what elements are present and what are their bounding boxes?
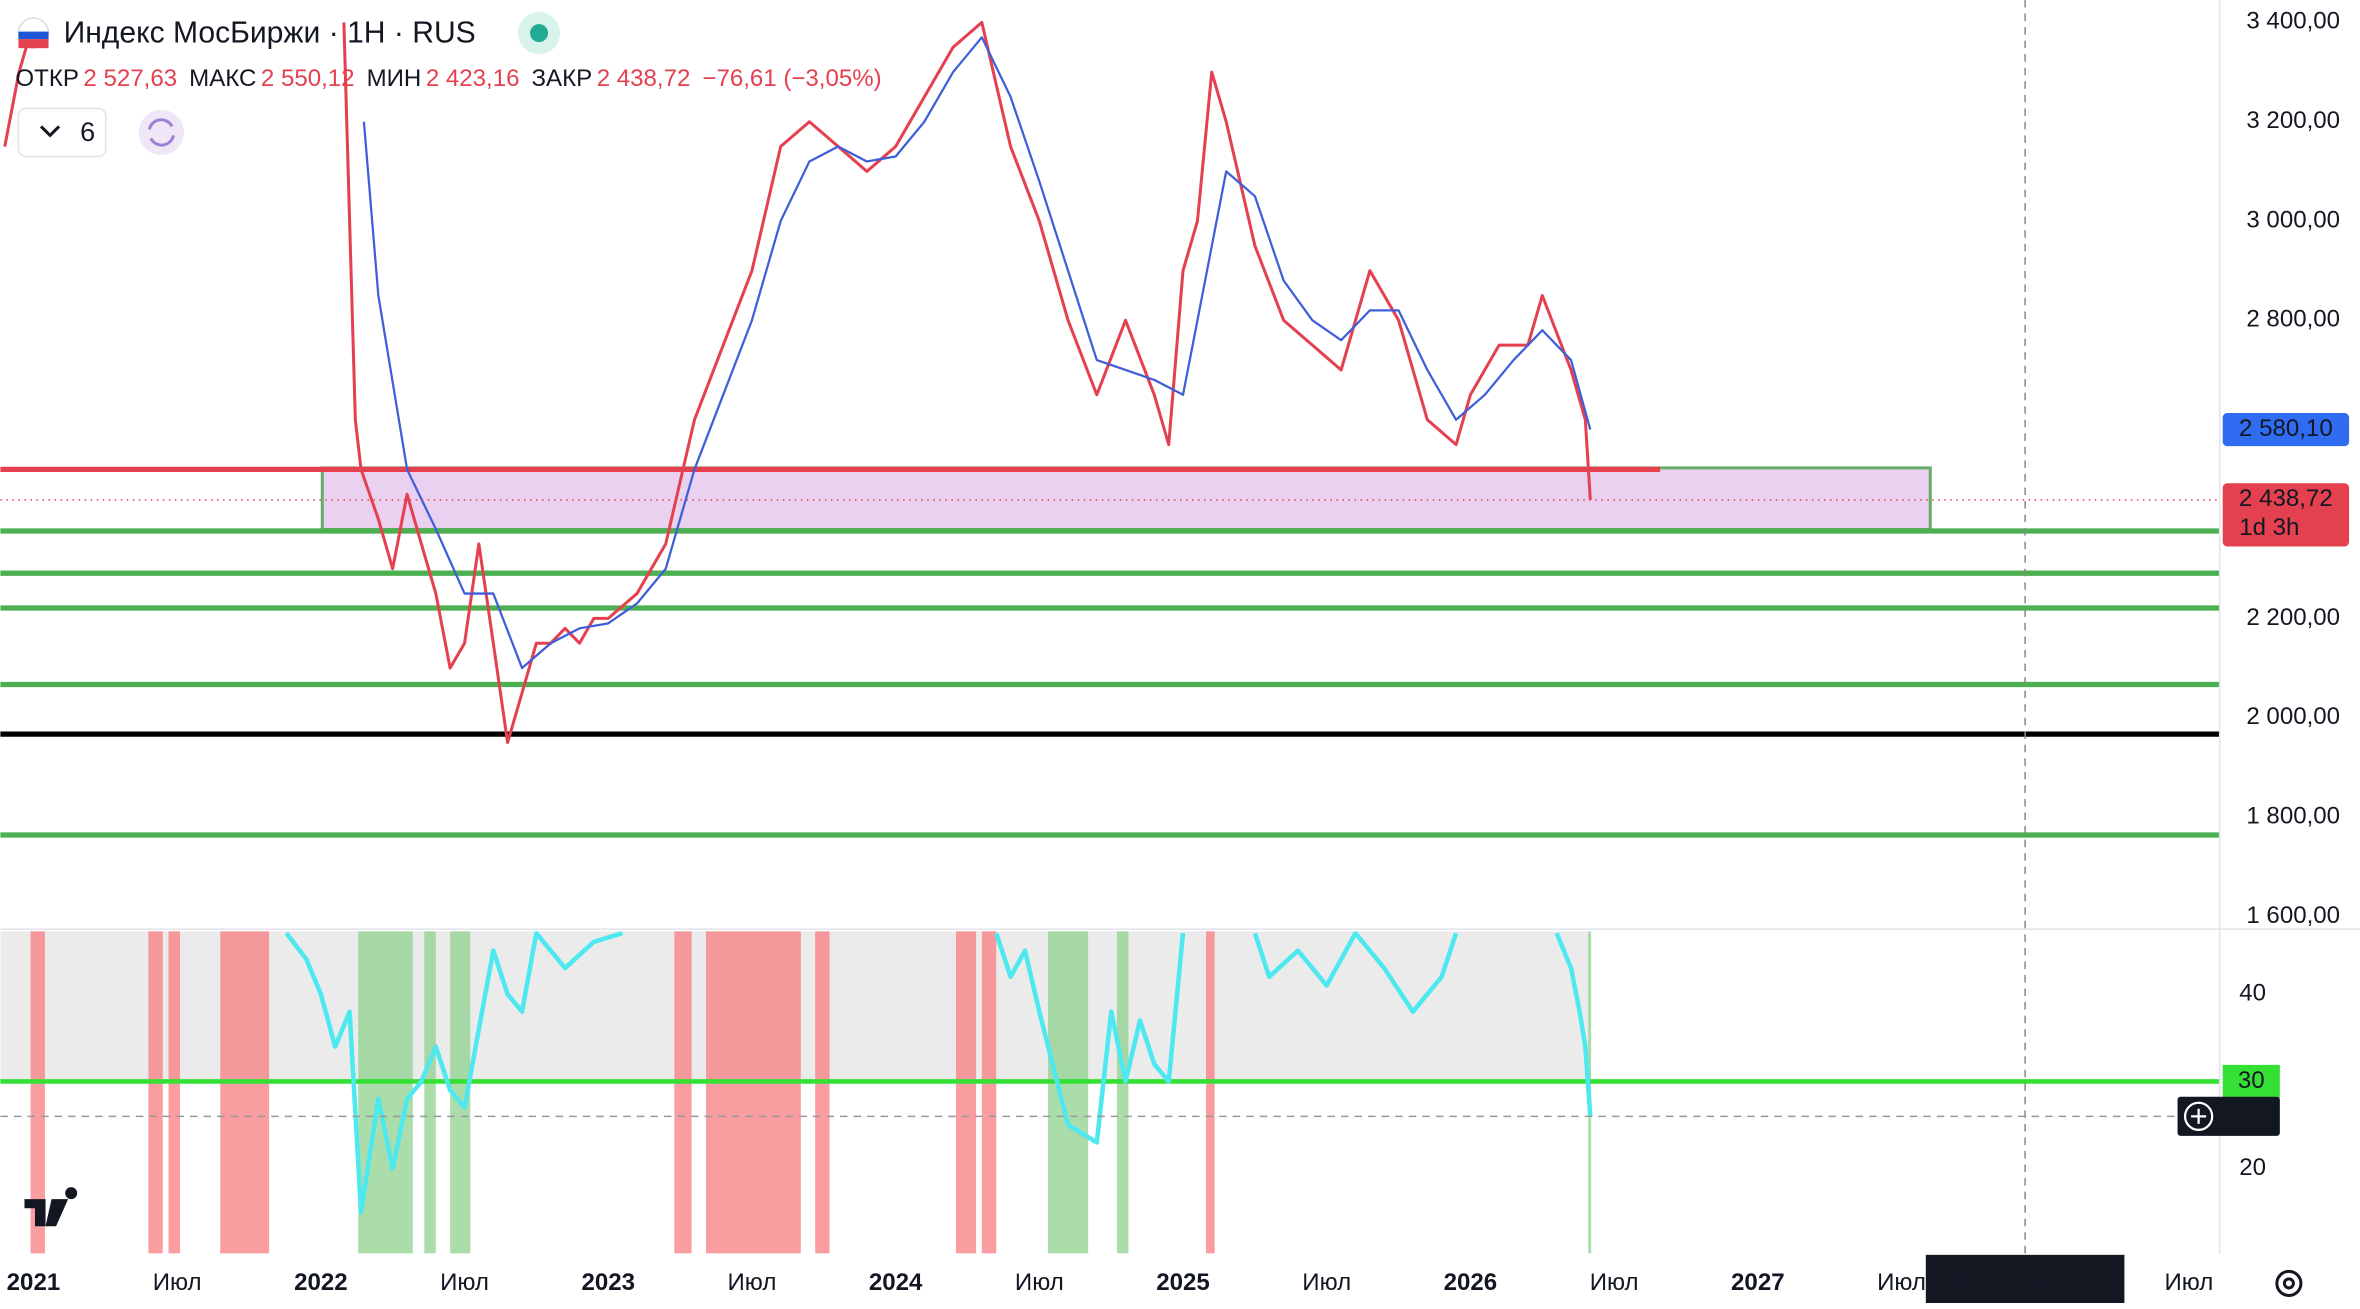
y-tick-label: 1 800,00	[2246, 802, 2340, 829]
x-tick-label: 2025	[1156, 1269, 1210, 1296]
signal-band	[220, 931, 270, 1254]
crosshair-date-badge	[1925, 1254, 2125, 1303]
y-tick-label: 2 800,00	[2246, 306, 2340, 333]
refresh-button[interactable]	[138, 109, 184, 155]
indicator-value-badge	[2177, 1096, 2280, 1136]
support-zone	[320, 466, 1932, 531]
y-tick-label: 2 000,00	[2246, 703, 2340, 730]
x-tick-label: Июл	[1015, 1269, 1064, 1296]
y-tick-label: 3 200,00	[2246, 107, 2340, 134]
y-tick-label: 3 000,00	[2246, 206, 2340, 233]
signal-band	[358, 931, 413, 1254]
signal-band	[148, 931, 163, 1254]
x-tick-label: 2026	[1444, 1269, 1498, 1296]
market-status-dot	[530, 24, 549, 43]
x-tick-label: 2027	[1731, 1269, 1785, 1296]
indicator-line	[284, 931, 1593, 1215]
chevron-icon	[39, 125, 61, 138]
ohlc-value: 2 438,72	[597, 65, 691, 92]
ohlc-label: МИН	[367, 65, 422, 92]
y-tick-label: 3 400,00	[2246, 8, 2340, 35]
signal-band	[1206, 931, 1215, 1254]
settings-icon[interactable]	[2275, 1269, 2303, 1297]
signal-band	[30, 931, 45, 1254]
indicator-value-label: 26	[2239, 1102, 2266, 1129]
ohlc-value: 2 423,16	[426, 65, 520, 92]
bar-countdown: 1d 3h	[2239, 514, 2299, 541]
ohlc-value: 2 527,63	[83, 65, 177, 92]
signal-band	[168, 931, 181, 1254]
x-tick-label: Июл	[1590, 1269, 1639, 1296]
x-tick-label: Июл	[153, 1269, 202, 1296]
crosshair-date: Пн 06 Дек '27	[1951, 1267, 2100, 1294]
x-tick-label: Июл	[728, 1269, 777, 1296]
threshold-label: 30	[2238, 1067, 2265, 1094]
signal-band	[981, 931, 997, 1254]
x-tick-label: Июл	[1302, 1269, 1351, 1296]
indicator-series	[284, 931, 1593, 1215]
indicator-tick-label: 40	[2239, 980, 2266, 1007]
tradingview-logo[interactable]	[24, 1187, 78, 1227]
last-price-label: 2 438,72	[2239, 485, 2333, 512]
settings-icon-center	[2282, 1277, 2295, 1290]
indicator-count: 6	[80, 116, 95, 147]
signal-band	[450, 931, 471, 1254]
add-alert-plus	[2191, 1108, 2207, 1124]
y-tick-label: 2 200,00	[2246, 604, 2340, 631]
x-tick-label: Июл	[1877, 1269, 1926, 1296]
ohlc-value: 2 550,12	[261, 65, 355, 92]
ohlc-label: ЗАКР	[532, 65, 593, 92]
x-tick-label: 2024	[869, 1269, 923, 1296]
price-change: −76,61 (−3,05%)	[702, 65, 881, 92]
signal-band	[815, 931, 830, 1254]
signal-band	[1047, 931, 1089, 1254]
x-tick-label: 2021	[7, 1269, 61, 1296]
flag-stripe	[18, 31, 49, 40]
signal-band	[705, 931, 801, 1254]
ohlc-label: ОТКР	[15, 65, 78, 92]
collapse-button[interactable]	[17, 107, 107, 158]
ma-price-label: 2 580,10	[2239, 415, 2333, 442]
signal-band	[1116, 931, 1129, 1254]
x-tick-label: Июл	[440, 1269, 489, 1296]
flag-stripe	[18, 39, 49, 49]
ohlc-label: МАКС	[189, 65, 256, 92]
x-tick-label: 2023	[581, 1269, 635, 1296]
ma-price-badge	[2222, 413, 2350, 447]
refresh-icon	[147, 118, 175, 147]
moving-average	[362, 36, 1592, 670]
indicator-tick-label: 20	[2239, 1154, 2266, 1181]
threshold-badge	[2222, 1064, 2280, 1098]
last-price-badge	[2222, 483, 2350, 547]
signal-band	[674, 931, 692, 1254]
symbol-title[interactable]: Индекс МосБиржи · 1Н · RUS	[64, 17, 476, 50]
add-alert-icon[interactable]	[2183, 1101, 2214, 1132]
x-tick-label: 2022	[294, 1269, 348, 1296]
signal-band	[955, 931, 977, 1254]
signal-band	[424, 931, 436, 1254]
y-tick-label: 1 600,00	[2246, 902, 2340, 929]
x-tick-label: Июл	[2164, 1269, 2213, 1296]
